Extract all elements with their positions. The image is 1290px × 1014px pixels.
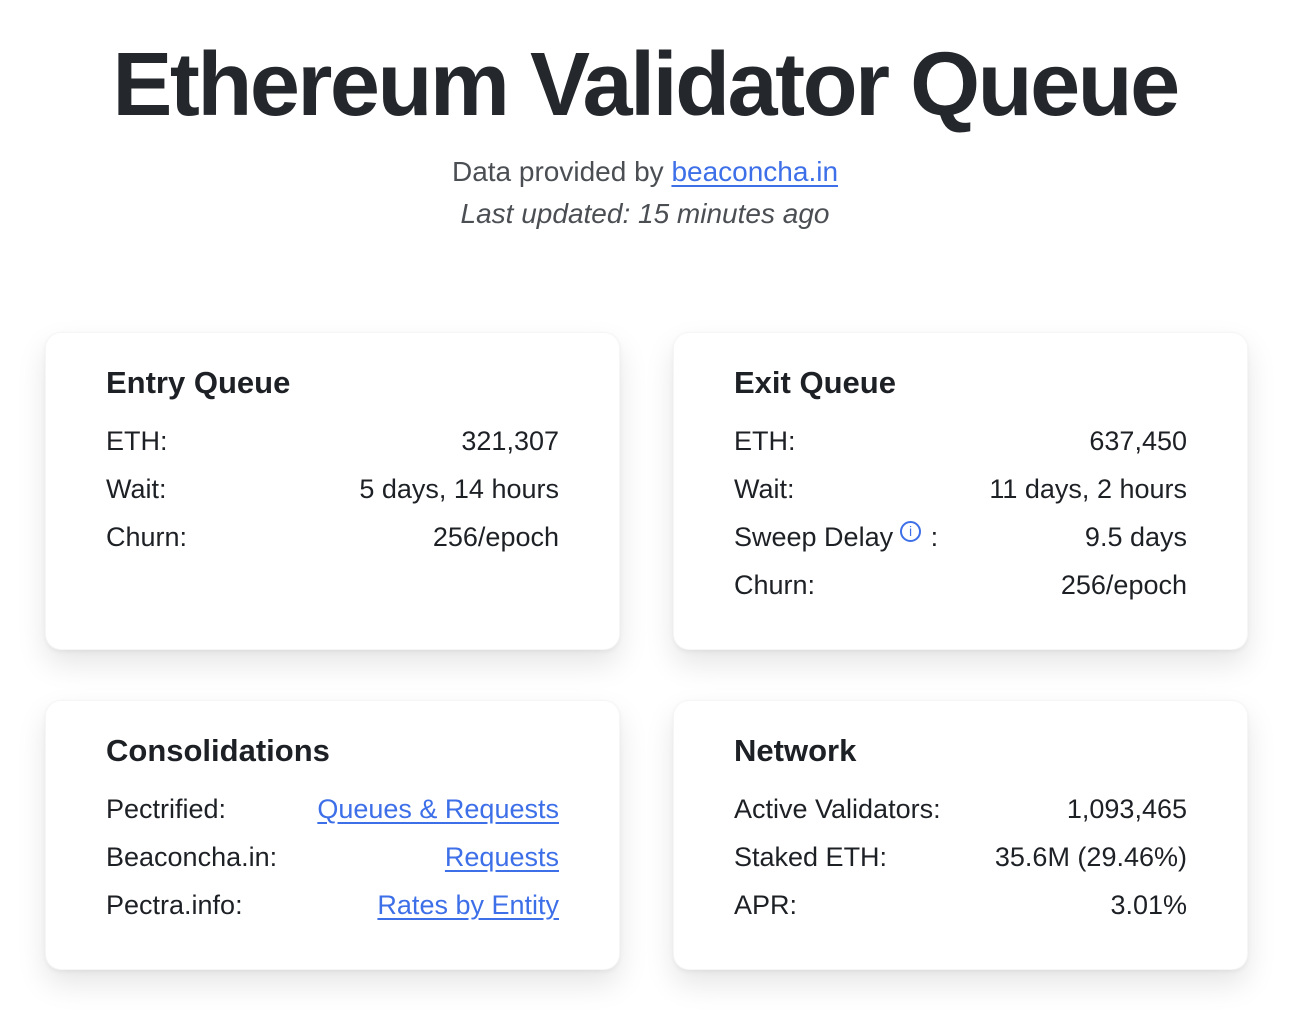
data-source-prefix: Data provided by	[451, 156, 672, 187]
row-value: 5 days, 14 hours	[359, 474, 559, 504]
stat-row: Sweep Delay i : 9.5 days	[734, 513, 1187, 561]
row-label: Pectra.info:	[106, 890, 243, 920]
consolidations-card: Consolidations Pectrified: Queues & Reque…	[45, 700, 620, 970]
consolidations-rows: Pectrified: Queues & Requests Beaconcha.in…	[106, 785, 559, 929]
last-updated-text: Last updated: 15 minutes ago	[460, 198, 830, 229]
row-label: Sweep Delay i :	[734, 520, 939, 552]
row-link[interactable]: Queues & Requests	[317, 794, 559, 824]
row-label: Staked ETH:	[734, 842, 888, 872]
row-link[interactable]: Rates by Entity	[377, 890, 559, 920]
row-value: 3.01%	[1110, 890, 1187, 920]
network-title: Network	[734, 733, 857, 768]
row-label: ETH:	[106, 426, 168, 456]
stat-row: Wait: 11 days, 2 hours	[734, 465, 1187, 513]
entry-queue-rows: ETH: 321,307 Wait: 5 days, 14 hours Churn: 25…	[106, 417, 559, 561]
page-header: Ethereum Validator Queue Data provided b…	[0, 36, 1290, 230]
row-value: 256/epoch	[1060, 570, 1187, 600]
stat-row: Staked ETH: 35.6M (29.46%)	[734, 833, 1187, 881]
exit-queue-card: Exit Queue ETH: 637,450 Wait: 11 days, 2 ho…	[673, 332, 1248, 650]
row-link[interactable]: Requests	[444, 842, 559, 872]
stat-row: Pectra.info: Rates by Entity	[106, 881, 559, 929]
stat-row: APR: 3.01%	[734, 881, 1187, 929]
entry-queue-card: Entry Queue ETH: 321,307 Wait: 5 days, 14 h…	[45, 332, 620, 650]
stat-row: Churn: 256/epoch	[734, 561, 1187, 609]
row-value: 35.6M (29.46%)	[994, 842, 1187, 872]
page-title: Ethereum Validator Queue	[112, 35, 1180, 135]
row-label: Pectrified:	[106, 794, 227, 824]
row-label: Churn:	[106, 522, 188, 552]
info-icon[interactable]: i	[900, 520, 922, 542]
stat-row: Churn: 256/epoch	[106, 513, 559, 561]
network-rows: Active Validators: 1,093,465 Staked ETH: 35…	[734, 785, 1187, 929]
data-source-line: Data provided by beaconcha.in	[0, 155, 1290, 188]
row-label: Beaconcha.in:	[106, 842, 278, 872]
cards-grid: Entry Queue ETH: 321,307 Wait: 5 days, 14 h…	[45, 332, 1248, 970]
stat-row: ETH: 637,450	[734, 417, 1187, 465]
row-value: 11 days, 2 hours	[989, 474, 1187, 504]
exit-queue-rows: ETH: 637,450 Wait: 11 days, 2 hours Sweep De…	[734, 417, 1187, 609]
row-value: 321,307	[461, 426, 559, 456]
consolidations-title: Consolidations	[106, 733, 330, 768]
row-label: Churn:	[734, 570, 816, 600]
row-label: APR:	[734, 890, 798, 920]
row-label: ETH:	[734, 426, 796, 456]
exit-queue-title: Exit Queue	[734, 365, 896, 400]
row-value: 256/epoch	[432, 522, 559, 552]
stat-row: Beaconcha.in: Requests	[106, 833, 559, 881]
entry-queue-title: Entry Queue	[106, 365, 291, 400]
stat-row: ETH: 321,307	[106, 417, 559, 465]
stat-row: Pectrified: Queues & Requests	[106, 785, 559, 833]
row-label: Active Validators:	[734, 794, 941, 824]
beaconcha-link[interactable]: beaconcha.in	[671, 156, 839, 187]
network-card: Network Active Validators: 1,093,465 Stake…	[673, 700, 1248, 970]
row-value: 637,450	[1089, 426, 1187, 456]
row-value: 1,093,465	[1066, 794, 1187, 824]
row-value: 9.5 days	[1084, 522, 1187, 552]
stat-row: Wait: 5 days, 14 hours	[106, 465, 559, 513]
row-label: Wait:	[734, 474, 795, 504]
row-label: Wait:	[106, 474, 167, 504]
stat-row: Active Validators: 1,093,465	[734, 785, 1187, 833]
